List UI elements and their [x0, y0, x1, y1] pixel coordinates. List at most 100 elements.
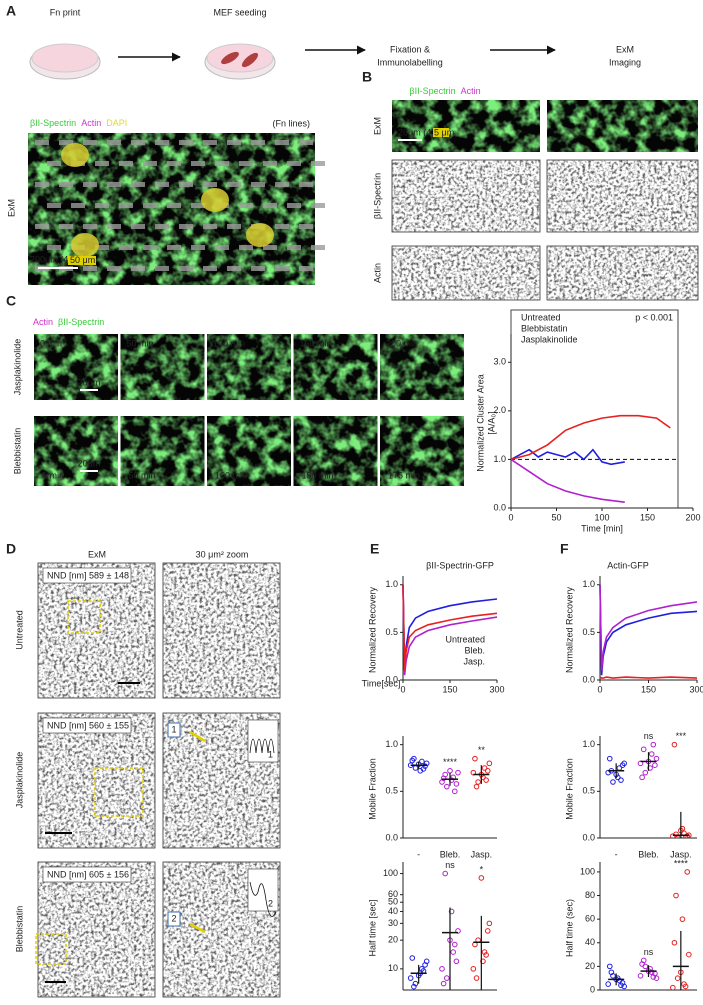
fn-line: [95, 203, 109, 208]
point: [452, 941, 458, 948]
row-label: Jasplakinolide: [12, 339, 22, 396]
series-line: [510, 458, 625, 503]
point: [670, 984, 676, 990]
fn-line: [167, 161, 181, 166]
fn-line: [143, 203, 157, 208]
y-tick-label: 20: [388, 935, 398, 945]
point: [453, 781, 460, 787]
marker-label: 1: [268, 749, 273, 759]
significance: **: [478, 745, 486, 755]
fn-line: [239, 161, 253, 166]
fn-line: [227, 140, 241, 145]
y-tick-label: 1.0: [582, 579, 595, 589]
point: [444, 783, 450, 790]
point: [420, 766, 427, 772]
fn-line: [107, 182, 121, 187]
point: [650, 741, 657, 748]
label-box: [42, 567, 132, 584]
image-texture: [380, 334, 464, 400]
image-texture: [547, 246, 698, 300]
image-texture: [207, 416, 291, 486]
point: [444, 975, 450, 981]
plot-area: [605, 869, 692, 990]
y-tick-label: 10: [388, 963, 398, 973]
fn-line: [263, 161, 277, 166]
channel-name: Actin: [33, 317, 53, 327]
channel-legend: βII-Spectrin Actin: [409, 86, 480, 96]
y-axis-label: Normalized Cluster Area: [475, 374, 485, 472]
significance: ****: [674, 858, 689, 868]
x-tick-label: Jasp.: [471, 849, 493, 859]
time-label: 50 min: [127, 338, 154, 348]
fn-line: [47, 161, 61, 166]
nnd-label: NND [nm] 589 ± 148: [47, 570, 129, 580]
content: A Fn print MEF seeding Fixation & Immunolabe…: [6, 3, 703, 1005]
point: [481, 949, 488, 955]
scale-label: 5 μm: [434, 127, 454, 137]
y-tick-label: 40: [388, 906, 398, 916]
point: [422, 763, 428, 769]
point: [653, 975, 660, 981]
fn-line: [59, 140, 73, 145]
y-tick-label: 0.0: [493, 502, 506, 512]
nnd-label: NND [nm] 605 ± 156: [47, 869, 129, 879]
point: [486, 760, 493, 767]
row-label: Untreated: [14, 610, 24, 650]
image-texture: [547, 160, 698, 232]
row-label: Blebbistatin: [12, 428, 22, 475]
marker-label: 1: [171, 724, 176, 734]
point: [673, 892, 679, 899]
point: [610, 779, 616, 785]
point: [452, 788, 458, 795]
y-tick-label: 60: [388, 889, 398, 899]
image-texture: [38, 713, 155, 848]
point: [450, 949, 457, 955]
row-label: Blebbistatin: [14, 906, 24, 953]
point: [639, 774, 645, 781]
time-label: 0 min: [42, 470, 64, 480]
fn-line: [143, 245, 157, 250]
x-tick-label: 150: [641, 684, 656, 694]
fn-line: [203, 140, 217, 145]
x-tick-label: 200: [685, 512, 700, 522]
scale-box: [68, 256, 96, 265]
significance: ns: [445, 860, 455, 870]
panel-label: D: [6, 541, 16, 557]
fn-line: [179, 266, 193, 271]
panel-title: βII-Spectrin-GFP: [426, 560, 494, 570]
row-label: ExM: [372, 117, 382, 135]
profile-line: [189, 922, 206, 934]
y-tick-label: 50: [388, 897, 398, 907]
fn-line: [299, 266, 313, 271]
fn-line: [275, 266, 289, 271]
scale-label: 20μm (4X): [398, 127, 440, 137]
fn-line: [191, 245, 205, 250]
label-box: [42, 717, 132, 734]
fn-line: [35, 182, 49, 187]
fn-line: [131, 266, 145, 271]
image-texture: [392, 100, 540, 152]
y-tick-label: 100: [383, 868, 398, 878]
image-texture: [38, 563, 155, 698]
fn-line: [59, 182, 73, 187]
point: [642, 963, 649, 970]
x-axis-label: Time [min]: [581, 523, 623, 533]
fn-line: [203, 224, 217, 229]
point: [671, 741, 678, 748]
y-tick-label: 0.0: [582, 674, 595, 684]
fn-line: [191, 161, 205, 166]
point: [481, 765, 488, 771]
y-tick-label: 1.0: [385, 739, 398, 749]
point: [409, 757, 416, 764]
panel-label: B: [362, 69, 372, 85]
column-header: ExM: [88, 549, 106, 559]
y-tick-label: 0.5: [582, 627, 595, 637]
fn-line: [95, 161, 109, 166]
y-axis-label: Half time (sec): [564, 899, 574, 957]
image-texture: [120, 334, 205, 400]
row-label: Actin: [372, 263, 382, 283]
y-tick-label: 1.0: [385, 579, 398, 589]
scale-label: 200μm (4X): [30, 254, 77, 264]
step-label: Fixation &: [390, 44, 430, 54]
